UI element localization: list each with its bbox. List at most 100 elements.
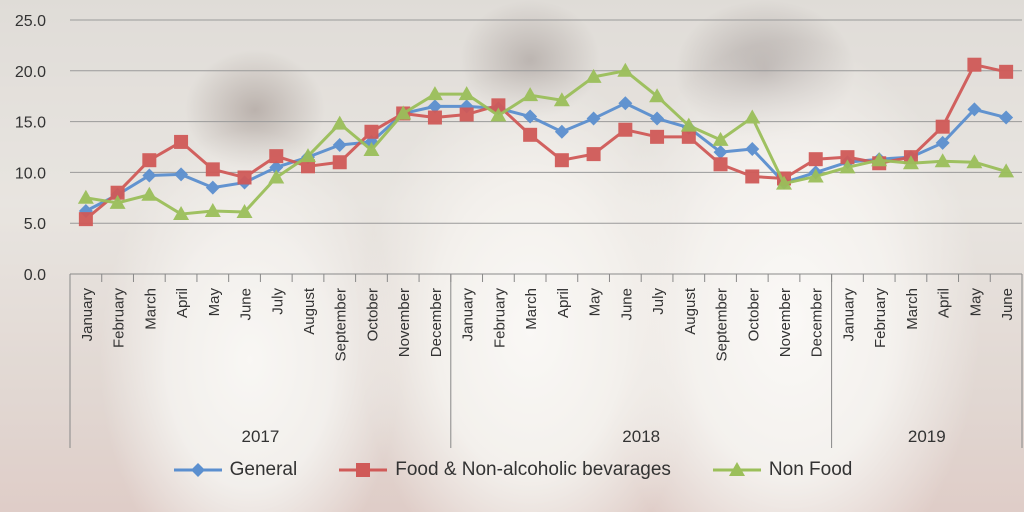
series-line-non-food <box>85 69 1007 216</box>
data-point-food-non-alcoholic-bevarages <box>491 98 506 113</box>
data-point-general <box>205 180 220 195</box>
data-point-non-food <box>934 153 951 168</box>
data-point-non-food <box>77 189 94 204</box>
data-point-non-food <box>998 163 1015 178</box>
series-line-general <box>85 101 1007 213</box>
x-tick-label: July <box>269 288 286 315</box>
x-tick-label: September <box>714 288 731 361</box>
data-point-general <box>650 111 665 126</box>
data-point-food-non-alcoholic-bevarages <box>78 212 93 227</box>
x-tick-label: March <box>904 288 921 330</box>
data-point-non-food <box>458 86 475 101</box>
x-tick-label: April <box>555 288 572 318</box>
x-tick-label: February <box>872 288 889 349</box>
data-point-food-non-alcoholic-bevarages <box>745 169 760 184</box>
data-point-food-non-alcoholic-bevarages <box>332 155 347 170</box>
x-tick-label: April <box>174 288 191 318</box>
x-tick-label: June <box>238 288 255 321</box>
x-tick-label: December <box>809 288 826 357</box>
y-axis: 0.0 5.0 10.0 15.0 20.0 25.0 <box>15 13 46 284</box>
data-point-non-food <box>204 203 221 218</box>
data-point-food-non-alcoholic-bevarages <box>301 159 315 174</box>
legend-swatch-food-non-alcoholic-bevarages <box>339 463 388 477</box>
y-tick-label: 15.0 <box>15 115 46 132</box>
x-tick-label: May <box>206 288 223 317</box>
data-point-food-non-alcoholic-bevarages <box>618 122 633 137</box>
year-label: 2019 <box>908 427 946 446</box>
series-group <box>77 57 1015 227</box>
data-point-food-non-alcoholic-bevarages <box>459 107 474 122</box>
data-point-general <box>745 142 760 157</box>
x-tick-label: January <box>460 288 477 342</box>
x-tick-label: July <box>650 288 667 315</box>
data-point-general <box>935 135 950 150</box>
data-point-general <box>427 99 442 114</box>
data-point-non-food <box>617 62 634 77</box>
data-point-food-non-alcoholic-bevarages <box>269 149 284 164</box>
data-point-food-non-alcoholic-bevarages <box>364 124 379 139</box>
x-tick-label: November <box>777 288 794 357</box>
data-point-non-food <box>395 105 412 120</box>
data-point-non-food <box>839 159 856 174</box>
data-point-food-non-alcoholic-bevarages <box>967 57 982 72</box>
year-label: 2018 <box>622 427 660 446</box>
data-point-food-non-alcoholic-bevarages <box>650 129 665 144</box>
legend-label: Food & Non-alcoholic bevarages <box>395 459 671 480</box>
data-point-general <box>618 96 633 111</box>
data-point-non-food <box>966 154 983 169</box>
x-tick-label: August <box>682 287 699 335</box>
data-point-non-food <box>776 175 792 190</box>
data-point-non-food <box>109 194 126 209</box>
x-tick-label: March <box>142 288 159 330</box>
series-non-food <box>77 62 1015 221</box>
data-point-food-non-alcoholic-bevarages <box>586 147 601 162</box>
data-point-food-non-alcoholic-bevarages <box>808 152 823 167</box>
x-tick-label: December <box>428 288 445 357</box>
data-point-general <box>332 137 347 152</box>
data-point-general <box>554 124 569 139</box>
year-label: 2017 <box>241 427 279 446</box>
data-point-non-food <box>553 92 570 107</box>
data-point-non-food <box>585 68 602 83</box>
data-point-non-food <box>141 186 158 201</box>
data-point-general <box>999 110 1014 125</box>
data-point-non-food <box>236 204 253 219</box>
data-point-general <box>967 102 982 117</box>
data-point-non-food <box>268 169 285 184</box>
data-point-general <box>586 111 601 126</box>
legend-swatch-general <box>173 463 222 477</box>
data-point-food-non-alcoholic-bevarages <box>427 110 442 125</box>
legend-marker-general <box>190 463 205 477</box>
series-line-food-non-alcoholic-bevarages <box>84 63 1007 221</box>
data-point-non-food <box>902 155 919 170</box>
data-point-general <box>269 160 284 175</box>
x-tick-label: June <box>618 288 635 321</box>
y-tick-label: 0.0 <box>24 267 46 284</box>
x-tick-label: February <box>111 288 128 349</box>
data-point-food-non-alcoholic-bevarages <box>142 153 157 168</box>
series-food-non-alcoholic-bevarages <box>78 57 1014 227</box>
data-point-non-food <box>807 168 824 183</box>
data-point-non-food <box>363 142 380 157</box>
x-tick-label: February <box>491 288 508 349</box>
x-tick-label: April <box>936 288 953 318</box>
x-tick-label: January <box>79 288 96 342</box>
data-point-food-non-alcoholic-bevarages <box>523 127 538 142</box>
legend-item-non-food: Non Food <box>711 459 852 481</box>
data-point-food-non-alcoholic-bevarages <box>935 119 950 134</box>
legend-item-food-non-alcoholic-bevarages: Food & Non-alcoholic bevarages <box>337 459 671 481</box>
x-axis: January February March April May June July Augu… <box>69 274 1023 448</box>
data-point-non-food <box>871 152 888 167</box>
data-point-food-non-alcoholic-bevarages <box>110 185 125 200</box>
data-point-non-food <box>300 148 316 163</box>
data-point-food-non-alcoholic-bevarages <box>999 64 1014 79</box>
x-tick-label: March <box>523 288 540 330</box>
data-point-food-non-alcoholic-bevarages <box>554 153 569 168</box>
data-point-general <box>142 168 157 183</box>
x-tick-label: June <box>999 288 1016 321</box>
legend-label: General <box>229 459 298 480</box>
